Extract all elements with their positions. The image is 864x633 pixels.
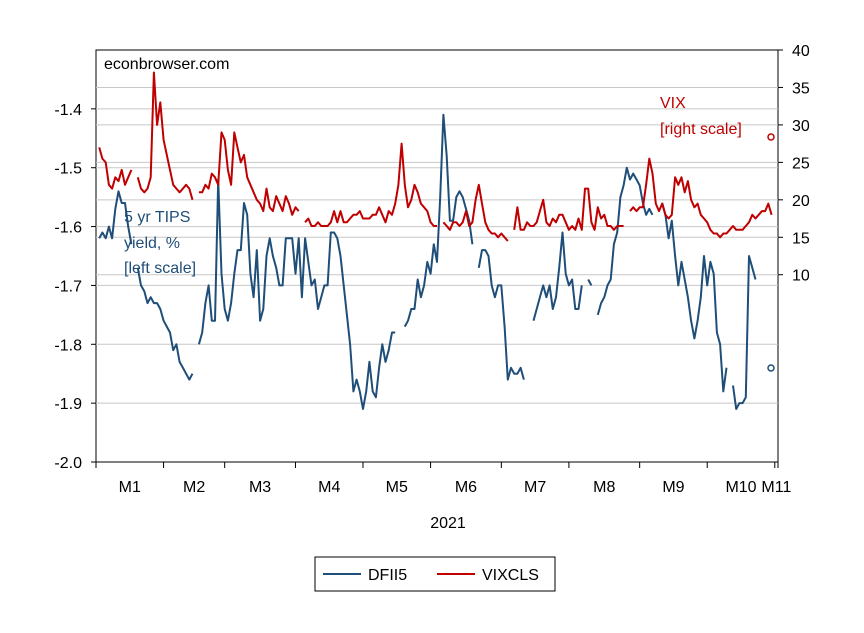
right-tick-label: 30 (792, 118, 810, 135)
left-tick-label: -1.5 (54, 161, 82, 178)
series-line-vixcls (513, 187, 624, 231)
series-line-vixcls (136, 71, 194, 201)
series-line-vixcls (98, 147, 133, 190)
tips-annotation-line1: 5 yr TIPS (124, 209, 190, 226)
x-tick-label: M6 (455, 479, 477, 496)
x-tick-label: M5 (386, 479, 408, 496)
left-tick-label: -2.0 (54, 455, 82, 472)
series-line-dfii5 (197, 178, 396, 410)
x-axis: M1 M2 M3 M4 M5 M6 M7 M8 M9 M10 M11 (95, 462, 791, 496)
tips-annotation-line3: [left scale] (124, 260, 196, 277)
series-line-dfii5 (136, 267, 194, 381)
series-line-vixcls (304, 142, 437, 227)
plot-frame (95, 49, 779, 463)
right-tick-label: 20 (792, 193, 810, 210)
legend-label-vixcls: VIXCLS (482, 567, 539, 584)
left-axis: -1.4 -1.5 -1.6 -1.7 -1.8 -1.9 -2.0 (54, 102, 96, 472)
x-tick-label: M9 (662, 479, 684, 496)
x-tick-label: M10 (725, 479, 756, 496)
x-axis-label: 2021 (430, 515, 466, 532)
right-tick-label: 10 (792, 268, 810, 285)
series-line-vixcls (198, 131, 300, 216)
series-line-dfii5 (98, 190, 133, 245)
left-tick-label: -1.8 (54, 337, 82, 354)
x-tick-label: M3 (249, 479, 271, 496)
right-tick-label: 15 (792, 230, 810, 247)
left-tick-label: -1.6 (54, 220, 82, 237)
legend-label-dfii5: DFII5 (368, 567, 407, 584)
x-tick-label: M7 (524, 479, 546, 496)
left-tick-label: -1.7 (54, 278, 82, 295)
legend: DFII5 VIXCLS (314, 556, 556, 592)
x-tick-label: M2 (183, 479, 205, 496)
series-line-dfii5 (477, 249, 525, 381)
tips-last-marker (767, 364, 775, 372)
right-tick-label: 25 (792, 155, 810, 172)
right-tick-label: 35 (792, 80, 810, 97)
series-line-dfii5 (661, 202, 728, 393)
left-tick-label: -1.4 (54, 102, 82, 119)
series-line-dfii5 (587, 279, 593, 286)
x-tick-label: M8 (593, 479, 615, 496)
series-line-dfii5 (732, 255, 757, 410)
vix-annotation-line1: VIX (660, 95, 686, 112)
series-line-vixcls (442, 183, 509, 242)
series-line-dfii5 (532, 231, 583, 321)
x-tick-label: M1 (119, 479, 141, 496)
watermark: econbrowser.com (104, 56, 229, 73)
right-axis: 10 15 20 25 30 35 40 (778, 43, 810, 285)
right-tick-label: 40 (792, 43, 810, 60)
gridlines (96, 86, 778, 404)
vix-annotation-line2: [right scale] (660, 121, 742, 138)
x-tick-label: M11 (761, 479, 791, 496)
series-layer (98, 71, 773, 410)
left-tick-label: -1.9 (54, 396, 82, 413)
series-line-dfii5 (596, 166, 654, 316)
vix-last-marker (767, 133, 775, 141)
tips-annotation-line2: yield, % (124, 235, 180, 252)
series-line-vixcls (629, 157, 773, 239)
series-line-dfii5 (403, 113, 474, 328)
x-tick-label: M4 (318, 479, 340, 496)
